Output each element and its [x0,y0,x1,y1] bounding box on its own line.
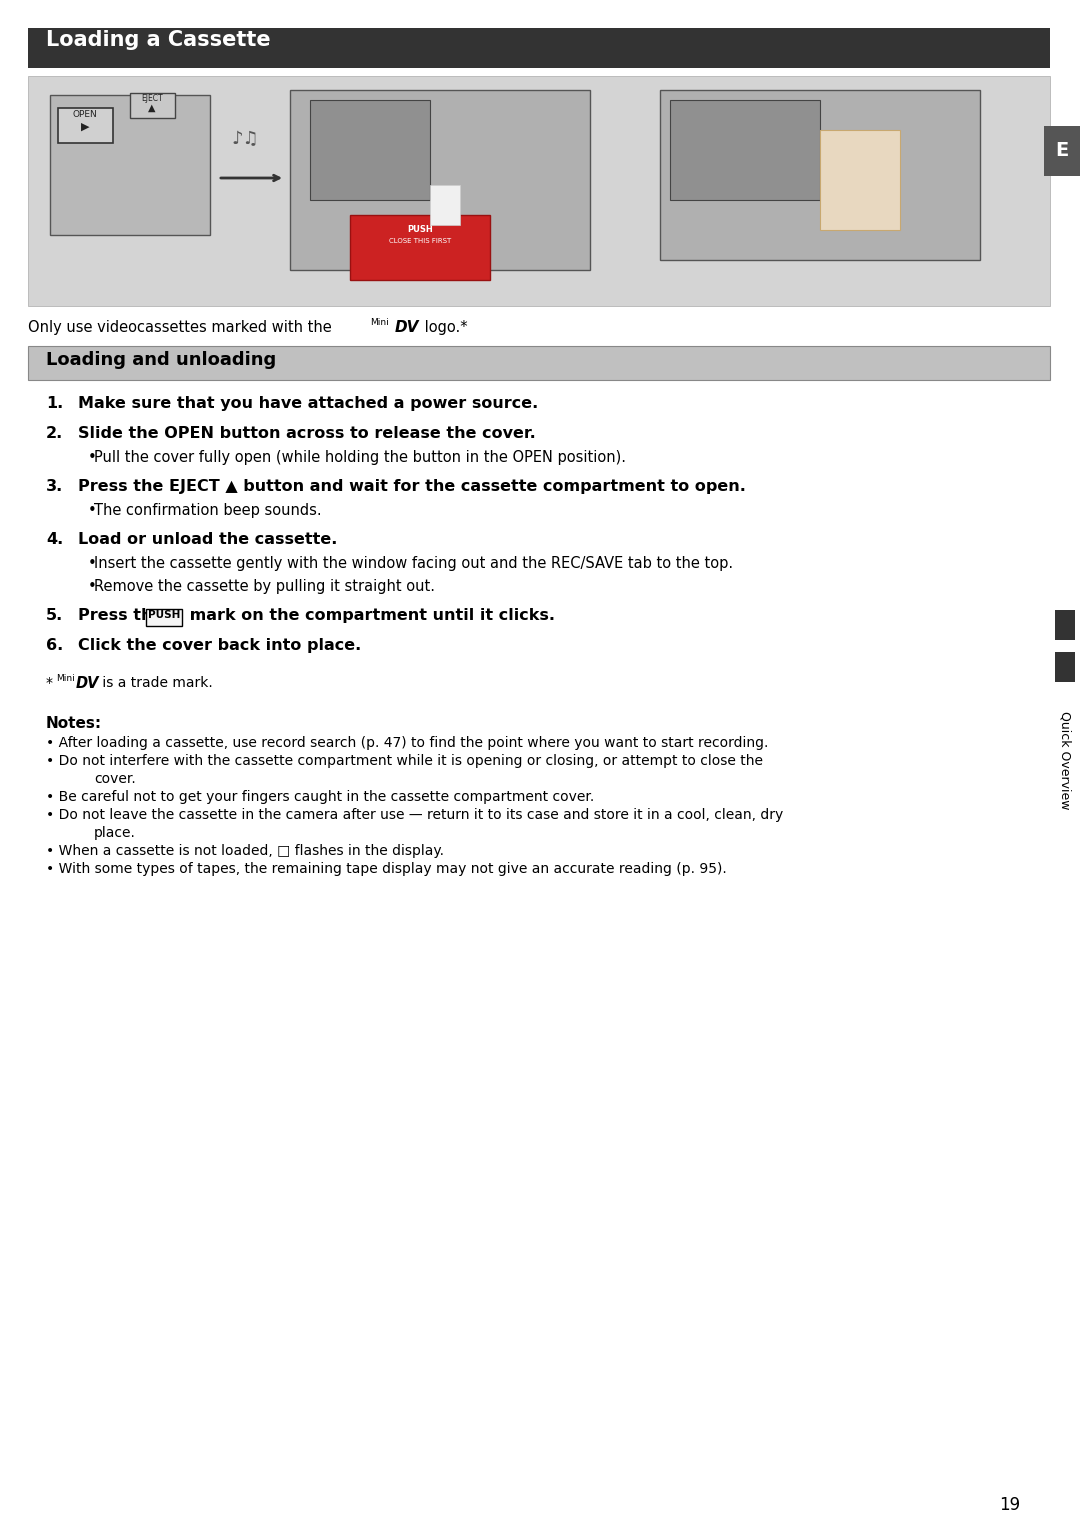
Text: is a trade mark.: is a trade mark. [98,676,213,690]
Text: ▶: ▶ [81,122,90,133]
Text: CLOSE THIS FIRST: CLOSE THIS FIRST [389,238,451,244]
Bar [670,101,820,200]
Bar [28,76,1050,307]
Bar [291,90,590,270]
Text: PUSH: PUSH [407,224,433,233]
Text: DV: DV [76,676,99,691]
Bar [130,93,175,118]
Text: Load or unload the cassette.: Load or unload the cassette. [78,533,337,546]
Text: Loading and unloading: Loading and unloading [46,351,276,369]
Text: • When a cassette is not loaded, □ flashes in the display.: • When a cassette is not loaded, □ flash… [46,844,444,858]
Text: • After loading a cassette, use record search (p. 47) to find the point where yo: • After loading a cassette, use record s… [46,736,768,749]
Text: logo.*: logo.* [420,320,468,336]
Text: • With some types of tapes, the remaining tape display may not give an accurate : • With some types of tapes, the remainin… [46,862,727,876]
Text: The confirmation beep sounds.: The confirmation beep sounds. [94,504,322,517]
Bar [146,609,183,626]
Text: • Do not leave the cassette in the camera after use — return it to its case and : • Do not leave the cassette in the camer… [46,807,783,823]
Text: PUSH: PUSH [148,610,180,620]
Text: E: E [1055,142,1068,160]
Bar [310,101,430,200]
Text: Remove the cassette by pulling it straight out.: Remove the cassette by pulling it straig… [94,578,435,594]
Text: • Be careful not to get your fingers caught in the cassette compartment cover.: • Be careful not to get your fingers cau… [46,790,594,804]
Text: Click the cover back into place.: Click the cover back into place. [78,638,361,653]
Text: *: * [46,676,57,690]
Text: ▲: ▲ [148,102,156,113]
Text: DV: DV [395,320,419,336]
Text: •: • [87,450,97,465]
Text: 3.: 3. [46,479,64,494]
Bar [1044,127,1080,175]
Bar [820,130,900,230]
Text: 4.: 4. [46,533,64,546]
Text: Insert the cassette gently with the window facing out and the REC/SAVE tab to th: Insert the cassette gently with the wind… [94,555,733,571]
Text: Notes:: Notes: [46,716,103,731]
Bar [58,108,113,143]
Bar [28,346,1050,380]
Text: Only use videocassettes marked with the: Only use videocassettes marked with the [28,320,336,336]
Text: Make sure that you have attached a power source.: Make sure that you have attached a power… [78,397,538,410]
Text: cover.: cover. [94,772,136,786]
Text: Quick Overview: Quick Overview [1058,711,1071,809]
Text: 6.: 6. [46,638,64,653]
Bar [1055,610,1075,639]
Text: mark on the compartment until it clicks.: mark on the compartment until it clicks. [184,607,555,623]
Bar [28,27,1050,69]
Text: Mini: Mini [56,674,75,684]
Text: 2.: 2. [46,426,64,441]
Text: Press the: Press the [78,607,168,623]
Text: Mini: Mini [370,317,389,327]
Text: 5.: 5. [46,607,64,623]
Text: •: • [87,578,97,594]
Text: Press the EJECT ▲ button and wait for the cassette compartment to open.: Press the EJECT ▲ button and wait for th… [78,479,746,494]
Bar [660,90,980,259]
Text: 1.: 1. [46,397,64,410]
Text: 19: 19 [999,1495,1021,1514]
Text: Pull the cover fully open (while holding the button in the OPEN position).: Pull the cover fully open (while holding… [94,450,626,465]
Text: • Do not interfere with the cassette compartment while it is opening or closing,: • Do not interfere with the cassette com… [46,754,762,768]
Bar [350,215,490,279]
Text: •: • [87,555,97,571]
Text: OPEN: OPEN [72,110,97,119]
Text: Slide the OPEN button across to release the cover.: Slide the OPEN button across to release … [78,426,536,441]
Bar [50,95,210,235]
Text: place.: place. [94,826,136,839]
Text: ♪♫: ♪♫ [231,130,259,148]
Bar [430,185,460,224]
Bar [1055,652,1075,682]
Text: Loading a Cassette: Loading a Cassette [46,31,271,50]
Text: •: • [87,504,97,517]
Text: EJECT: EJECT [141,95,163,102]
